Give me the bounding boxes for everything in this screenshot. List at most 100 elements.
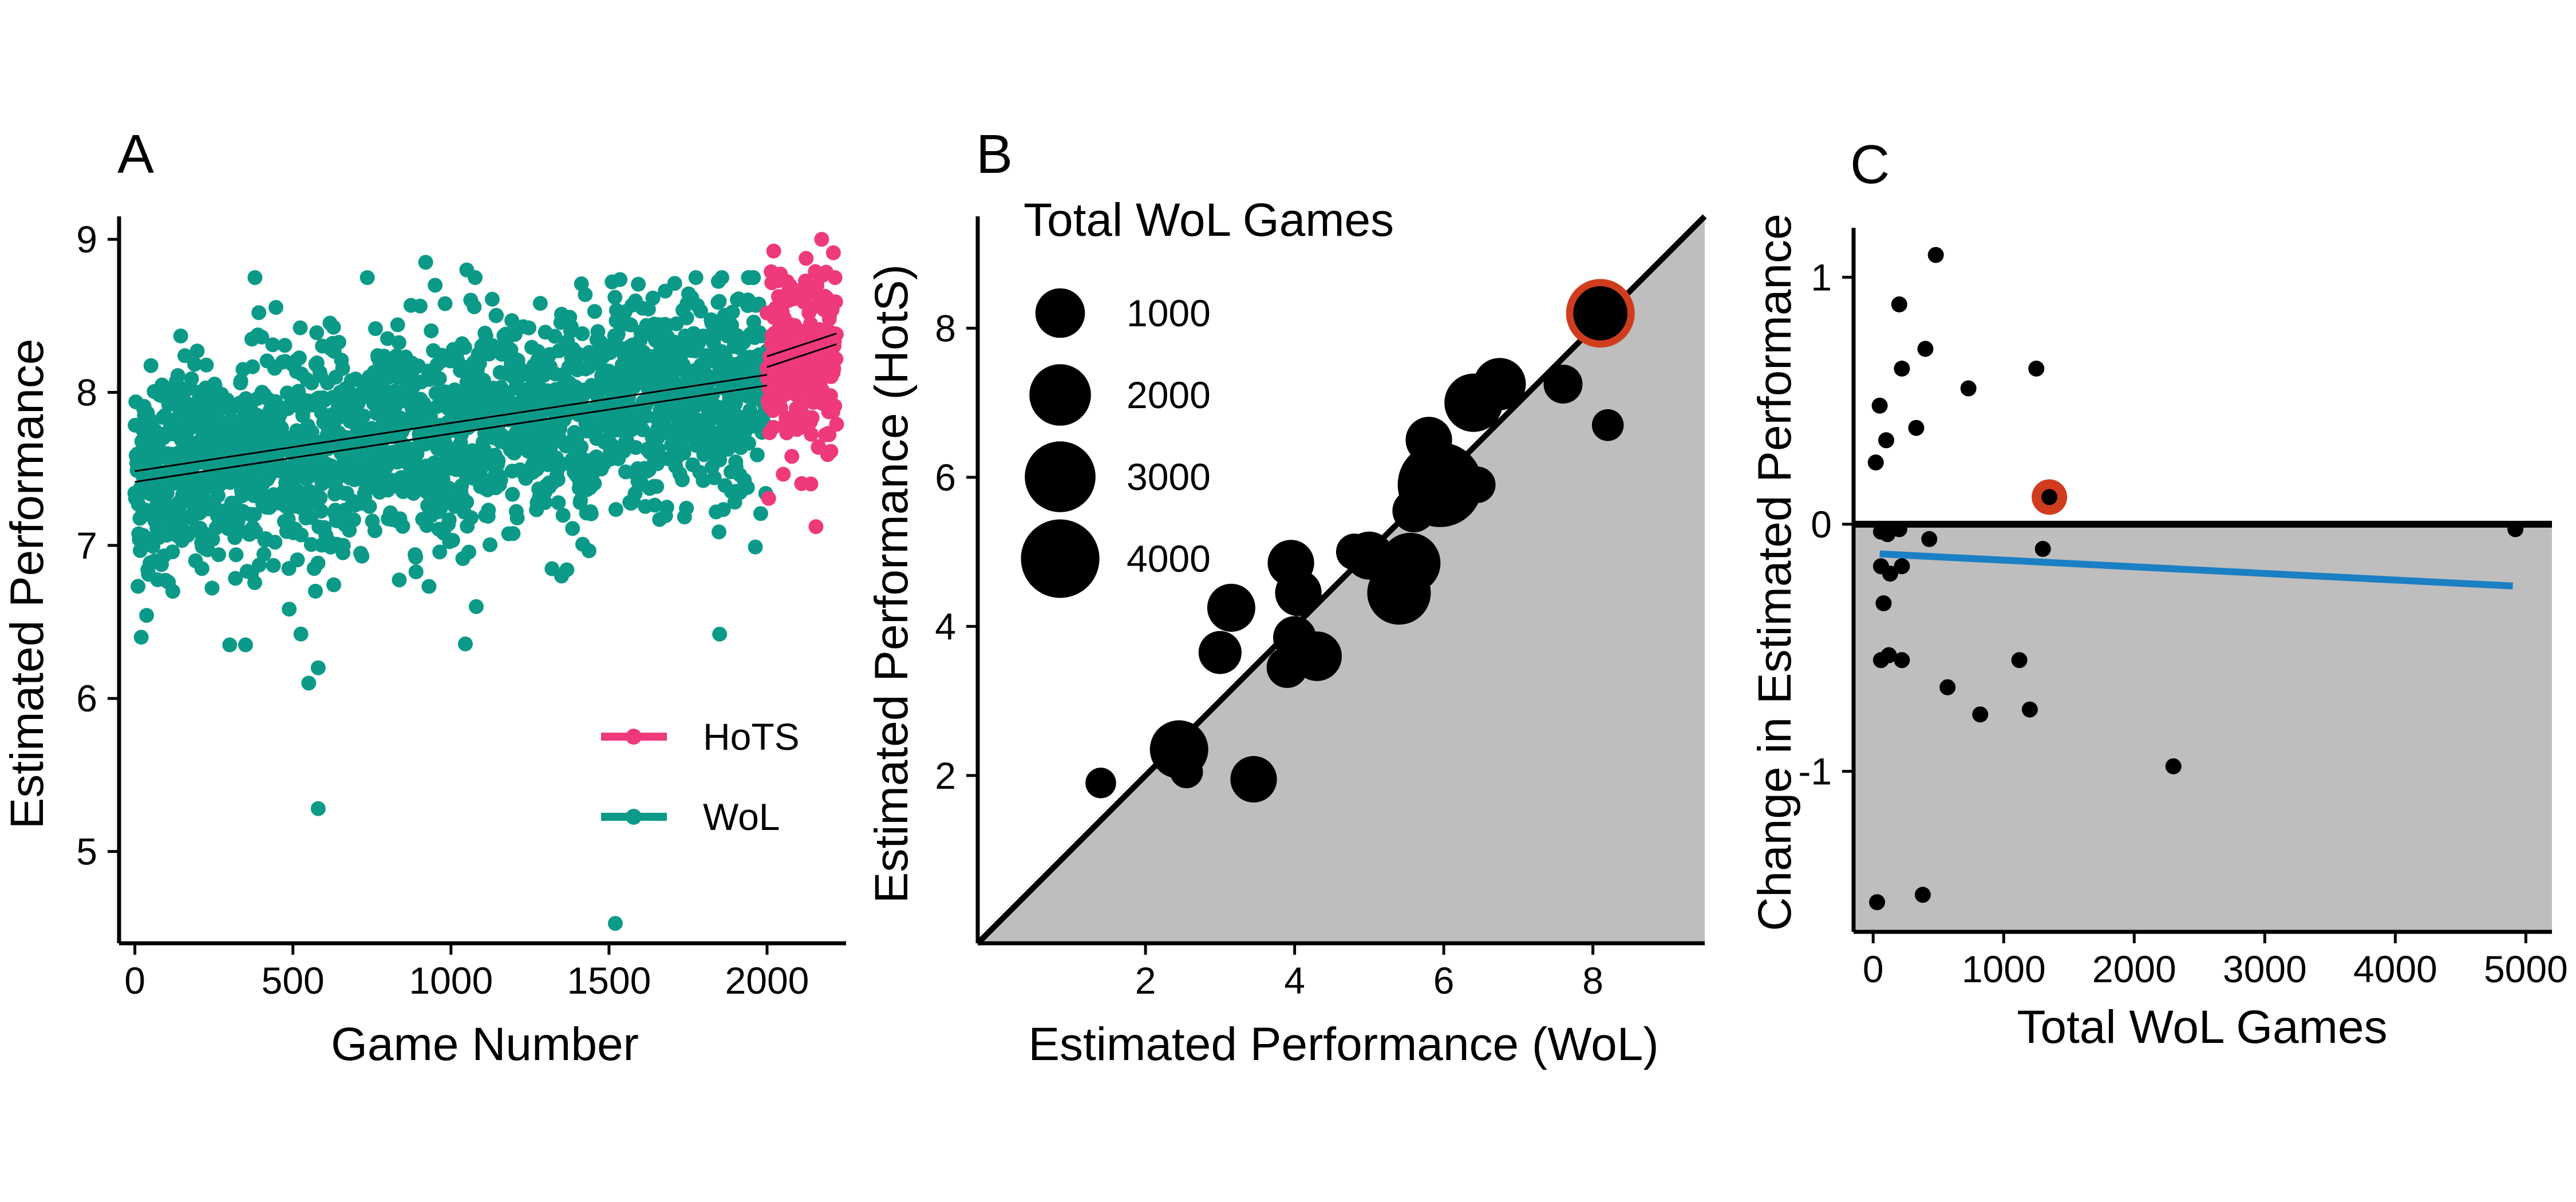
- panel-a-x-tick-label: 1500: [567, 959, 651, 1002]
- panel-c-x-tick-label: 5000: [2484, 948, 2568, 990]
- hots-point: [814, 232, 829, 247]
- wol-point: [335, 361, 350, 376]
- trend-band-line: [767, 343, 837, 368]
- wol-point: [468, 599, 484, 614]
- wol-point: [712, 294, 727, 309]
- wol-point: [356, 408, 372, 424]
- hots-point: [827, 398, 843, 414]
- wol-point: [753, 506, 768, 521]
- wol-point: [173, 329, 188, 344]
- wol-point: [504, 313, 520, 329]
- participant-point: [1894, 361, 1910, 377]
- hots-point: [784, 449, 800, 464]
- participant-point: [1914, 887, 1931, 903]
- participant-point: [1207, 583, 1255, 632]
- wol-point: [432, 544, 448, 560]
- wol-point: [359, 270, 375, 285]
- panel-a-y-tick-label: 6: [76, 677, 97, 719]
- panel-a-y-tick-label: 8: [76, 371, 97, 413]
- hots-point: [804, 410, 820, 425]
- participant-point: [1891, 296, 1907, 313]
- wol-point: [483, 537, 498, 552]
- participant-point: [2165, 758, 2182, 774]
- regression-line: [1879, 550, 2513, 590]
- wol-point: [374, 438, 389, 453]
- wol-point: [491, 453, 506, 468]
- wol-point: [165, 544, 180, 560]
- wol-point: [139, 608, 155, 623]
- wol-point: [507, 445, 522, 461]
- legend-label-wol: WoL: [703, 796, 780, 838]
- trend-band-line: [767, 333, 837, 358]
- wol-point: [573, 493, 588, 508]
- wol-point: [254, 329, 270, 345]
- hots-point: [766, 243, 781, 259]
- wol-point: [418, 255, 433, 270]
- wol-point: [301, 675, 317, 691]
- wol-point: [505, 526, 521, 541]
- wol-point: [463, 510, 479, 525]
- wol-point: [679, 500, 694, 516]
- wol-point: [247, 507, 262, 522]
- panel-b: B 2 4 6 8 2 4 6 8 Estimated Performance (WoL) E…: [866, 124, 1707, 1070]
- wol-point: [688, 270, 704, 285]
- wol-point: [326, 577, 342, 592]
- panel-c: C 0 1000 2000 3000 4000 5000 -1 0 1 Total WoL Ga…: [1749, 134, 2568, 1053]
- panel-b-x-axis-title: Estimated Performance (WoL): [1028, 1018, 1658, 1070]
- panel-c-shaded-region: [1854, 520, 2552, 932]
- wol-point: [467, 299, 482, 314]
- hots-point: [803, 476, 819, 492]
- wol-point: [367, 523, 382, 539]
- participant-point: [1085, 768, 1116, 798]
- participant-point: [1170, 755, 1203, 789]
- wol-point: [204, 580, 220, 596]
- participant-point: [1921, 531, 1938, 547]
- wol-point: [728, 396, 743, 411]
- wol-point: [481, 503, 496, 518]
- panel-a-x-tick-label: 1000: [409, 959, 493, 1002]
- wol-point: [679, 310, 694, 326]
- wol-point: [631, 276, 646, 292]
- wol-point: [530, 344, 546, 359]
- wol-point: [210, 488, 226, 503]
- wol-point: [165, 584, 180, 599]
- size-legend-circle: [1021, 519, 1100, 598]
- wol-point: [256, 547, 272, 562]
- panel-c-x-tick-label: 2000: [2092, 948, 2176, 990]
- wol-point: [459, 495, 475, 510]
- participant-point: [1927, 247, 1944, 263]
- panel-b-axes: 2 4 6 8 2 4 6 8: [935, 216, 1705, 1002]
- hots-point: [808, 519, 824, 535]
- wol-point: [274, 420, 289, 436]
- wol-point: [177, 348, 192, 363]
- participant-point: [1871, 397, 1888, 414]
- wol-point: [532, 295, 548, 311]
- size-legend-items: 1000 2000 3000 4000: [1021, 288, 1211, 598]
- wol-point: [551, 495, 566, 511]
- participant-point: [1917, 341, 1934, 357]
- wol-point: [505, 487, 520, 502]
- wol-point: [326, 319, 341, 335]
- panel-a-x-tick-label: 500: [262, 959, 325, 1002]
- trend-band-line: [135, 374, 768, 472]
- wol-point: [238, 637, 253, 653]
- panel-b-points: [1085, 279, 1635, 803]
- panel-letter-a: A: [117, 124, 154, 185]
- wol-point: [228, 547, 244, 563]
- wol-point: [194, 561, 210, 576]
- participant-point: [1882, 566, 1898, 582]
- hots-point: [766, 420, 781, 435]
- wol-point: [293, 320, 308, 335]
- wol-point: [461, 544, 476, 560]
- participant-point: [1894, 652, 1910, 669]
- wol-point: [714, 270, 729, 285]
- participant-point: [1972, 706, 1989, 723]
- wol-point: [294, 527, 309, 543]
- wol-point: [550, 472, 566, 487]
- wol-point: [493, 472, 508, 488]
- wol-point: [185, 466, 200, 482]
- wol-point: [390, 317, 405, 333]
- panel-c-y-tick-label: 1: [1811, 256, 1832, 298]
- panel-b-x-tick-label: 6: [1433, 959, 1455, 1002]
- wol-point: [267, 535, 283, 550]
